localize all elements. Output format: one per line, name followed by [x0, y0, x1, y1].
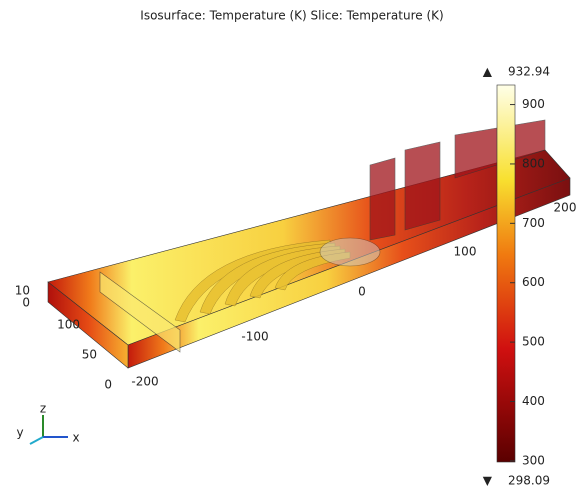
colorbar-min: 298.09 — [508, 474, 550, 488]
chart: Isosurface: Temperature (K) Slice: Tempe… — [0, 0, 584, 495]
z-tick-label: 0 — [22, 296, 30, 310]
x-tick-label: 0 — [358, 285, 366, 299]
min-marker: ▼ — [483, 474, 493, 488]
colorbar-tick-label: 400 — [522, 394, 545, 408]
source — [320, 238, 380, 266]
axis-name: z — [40, 402, 46, 416]
colorbar-tick-label: 300 — [522, 453, 545, 467]
colorbar-tick-label: 600 — [522, 275, 545, 289]
y-tick-label: 0 — [104, 378, 112, 392]
colorbar-tick-label: 700 — [522, 216, 545, 230]
x-tick-label: -100 — [241, 330, 268, 344]
slab — [48, 120, 570, 368]
x-tick-label: 200 — [554, 201, 577, 215]
axis-name: y — [16, 426, 23, 440]
y-tick-label: 100 — [57, 318, 80, 332]
max-marker: ▲ — [483, 65, 493, 79]
chart-title: Isosurface: Temperature (K) Slice: Tempe… — [140, 9, 443, 23]
z-tick-label: 10 — [15, 284, 30, 298]
colorbar-tick-label: 900 — [522, 97, 545, 111]
x-tick-label: 100 — [454, 245, 477, 259]
y-tick-label: 50 — [82, 348, 97, 362]
colorbar-tick-label: 500 — [522, 335, 545, 349]
triad — [30, 415, 68, 444]
x-tick-label: -200 — [131, 375, 158, 389]
colorbar-tick-label: 800 — [522, 156, 545, 170]
colorbar-max: 932.94 — [508, 65, 550, 79]
colorbar — [497, 85, 515, 462]
axis-name: x — [72, 431, 79, 445]
